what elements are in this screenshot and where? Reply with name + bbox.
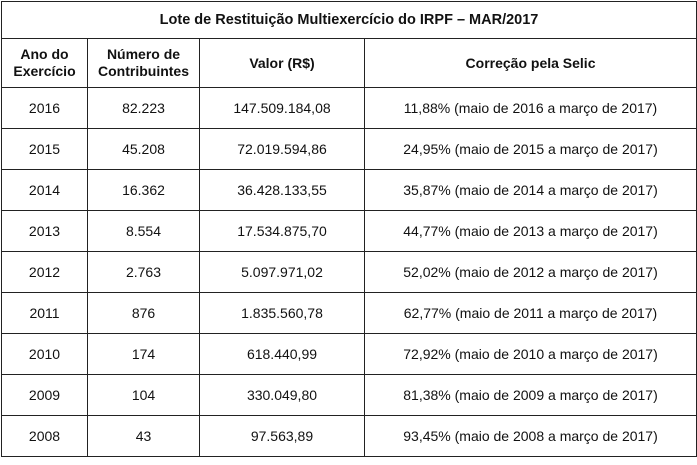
table-cell: 62,77% (maio de 2011 a março de 2017) [363, 292, 697, 334]
table-cell: 2008 [1, 415, 88, 457]
table-cell: 52,02% (maio de 2012 a março de 2017) [363, 251, 697, 293]
table-cell: 2016 [1, 87, 88, 129]
column-header: Correção pela Selic [363, 38, 697, 88]
table-cell: 17.534.875,70 [199, 210, 365, 252]
data-row: 2012 2.763 5.097.971,02 52,02% (maio de 201… [1, 251, 697, 293]
header-row: Ano do Exercício Número de Contribuintes V… [1, 38, 697, 88]
table-cell: 104 [87, 374, 200, 416]
table-cell: 36.428.133,55 [199, 169, 365, 211]
table-cell: 45.208 [87, 128, 200, 170]
table-cell: 11,88% (maio de 2016 a março de 2017) [363, 87, 697, 129]
column-header: Valor (R$) [199, 38, 365, 88]
table-cell: 72,92% (maio de 2010 a março de 2017) [363, 333, 697, 375]
table-cell: 72.019.594,86 [199, 128, 365, 170]
table-cell: 330.049,80 [199, 374, 365, 416]
table-cell: 174 [87, 333, 200, 375]
table-cell: 2014 [1, 169, 88, 211]
table-cell: 82.223 [87, 87, 200, 129]
table-cell: 147.509.184,08 [199, 87, 365, 129]
table-cell: 35,87% (maio de 2014 a março de 2017) [363, 169, 697, 211]
table-cell: 43 [87, 415, 200, 457]
data-row: 2014 16.362 36.428.133,55 35,87% (maio de 2… [1, 169, 697, 211]
table-cell: 2011 [1, 292, 88, 334]
table-cell: 8.554 [87, 210, 200, 252]
column-header: Número de Contribuintes [87, 38, 200, 88]
table-cell: 2009 [1, 374, 88, 416]
table-cell: 24,95% (maio de 2015 a março de 2017) [363, 128, 697, 170]
column-header: Ano do Exercício [1, 38, 88, 88]
table-cell: 2010 [1, 333, 88, 375]
data-row: 2008 43 97.563,89 93,45% (maio de 2008 a ma… [1, 415, 697, 457]
table-cell: 2.763 [87, 251, 200, 293]
table-cell: 93,45% (maio de 2008 a março de 2017) [363, 415, 697, 457]
table-cell: 2015 [1, 128, 88, 170]
table-cell: 44,77% (maio de 2013 a março de 2017) [363, 210, 697, 252]
table-title: Lote de Restituição Multiexercício do IR… [0, 1, 697, 39]
data-row: 2011 876 1.835.560,78 62,77% (maio de 2011 … [1, 292, 697, 334]
table-cell: 16.362 [87, 169, 200, 211]
table-cell: 1.835.560,78 [199, 292, 365, 334]
table-cell: 5.097.971,02 [199, 251, 365, 293]
data-row: 2010 174 618.440,99 72,92% (maio de 2010 a … [1, 333, 697, 375]
table-cell: 2012 [1, 251, 88, 293]
table-cell: 97.563,89 [199, 415, 365, 457]
data-row: 2009 104 330.049,80 81,38% (maio de 2009 a … [1, 374, 697, 416]
table-cell: 876 [87, 292, 200, 334]
title-row: Lote de Restituição Multiexercício do IR… [0, 1, 697, 39]
table-cell: 2013 [1, 210, 88, 252]
data-row: 2016 82.223 147.509.184,08 11,88% (maio de … [1, 87, 697, 129]
table-cell: 618.440,99 [199, 333, 365, 375]
data-row: 2013 8.554 17.534.875,70 44,77% (maio de 20… [1, 210, 697, 252]
data-row: 2015 45.208 72.019.594,86 24,95% (maio de 2… [1, 128, 697, 170]
table-cell: 81,38% (maio de 2009 a março de 2017) [363, 374, 697, 416]
